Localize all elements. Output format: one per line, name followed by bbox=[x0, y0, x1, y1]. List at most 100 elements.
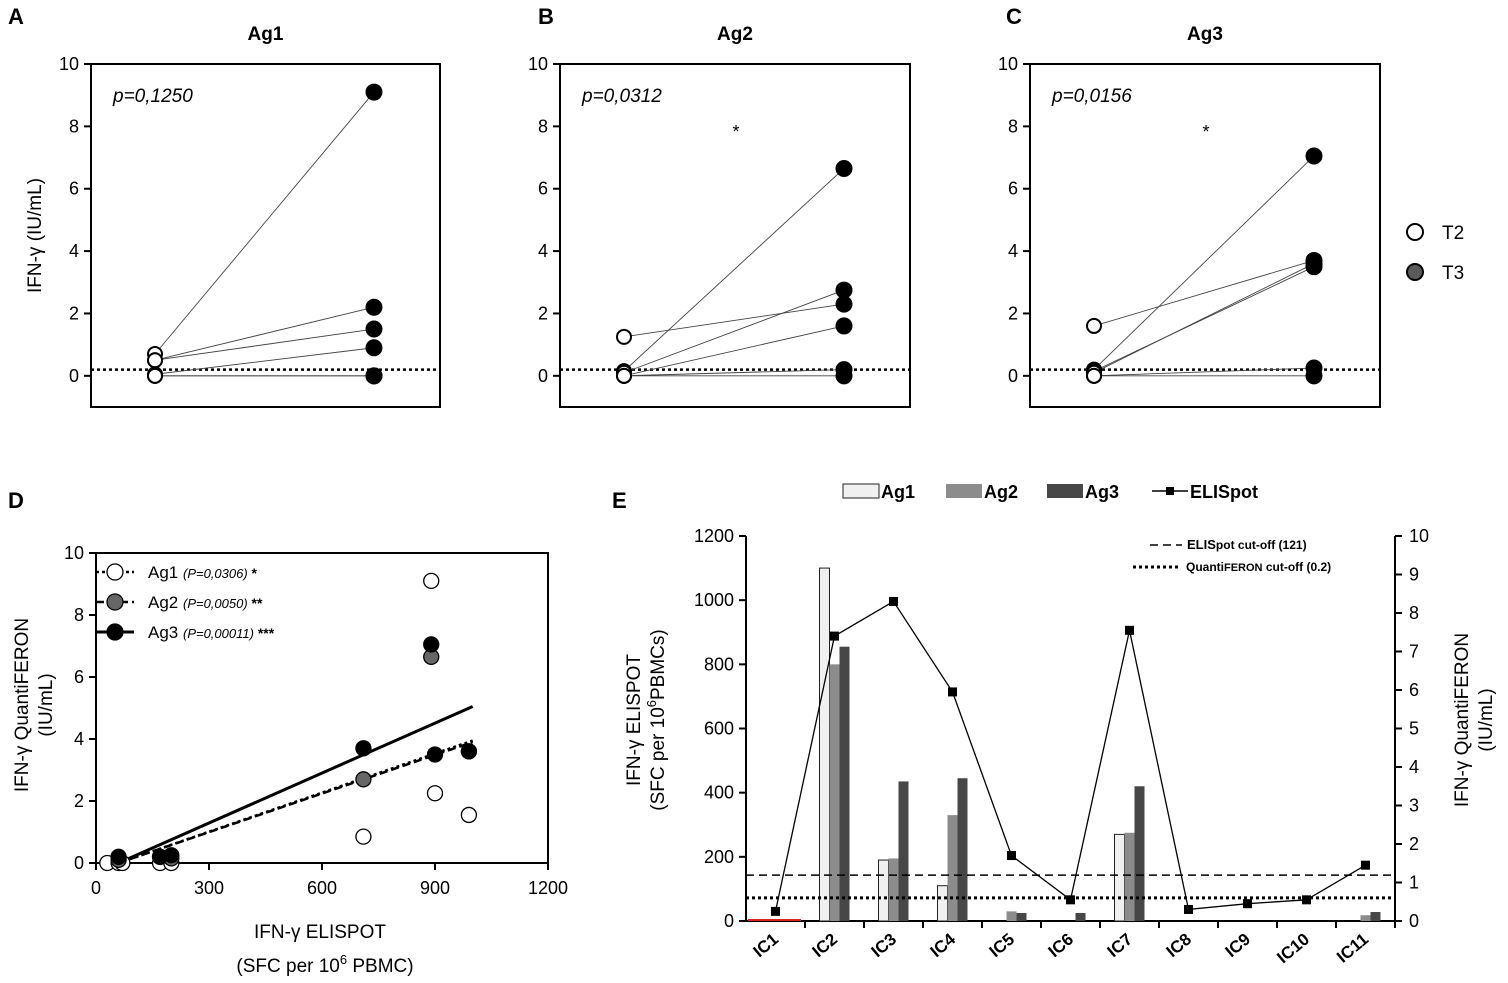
y2-tick-label: 2 bbox=[1409, 834, 1419, 854]
point-t3 bbox=[365, 339, 383, 357]
bar-ag1 bbox=[819, 567, 830, 922]
x-tick-label: IC1 bbox=[750, 930, 782, 962]
legend-elispot-marker bbox=[1166, 487, 1174, 495]
x-tick-label: IC9 bbox=[1222, 930, 1254, 962]
y-tick-label: 8 bbox=[74, 605, 84, 625]
y2-tick-label: 8 bbox=[1409, 603, 1419, 623]
x-tick-label: 300 bbox=[194, 878, 224, 898]
y2-tick-label: 1 bbox=[1409, 873, 1419, 893]
y-tick-label: 8 bbox=[538, 116, 548, 136]
x-tick-label: IC2 bbox=[809, 930, 841, 962]
x-tick-label: 1200 bbox=[528, 878, 568, 898]
pair-line bbox=[1093, 155, 1315, 370]
point-t3 bbox=[835, 159, 853, 177]
y-tick-label: 4 bbox=[69, 241, 79, 261]
elispot-point bbox=[1007, 851, 1016, 861]
y2-tick-label: 4 bbox=[1409, 757, 1419, 777]
y-tick-label: 600 bbox=[704, 719, 734, 739]
legend-t2-marker bbox=[1406, 223, 1424, 241]
legend-t2-label: T2 bbox=[1442, 223, 1464, 244]
pair-line bbox=[1093, 263, 1315, 374]
pair-line bbox=[623, 168, 845, 372]
panel-b-chart: Ag2 0 2 4 6 8 10 p=0,0312 * bbox=[528, 24, 911, 408]
plot-frame bbox=[90, 63, 441, 408]
point-ag1 bbox=[423, 572, 440, 590]
bar-ag3 bbox=[957, 778, 968, 921]
x-tick-label: IC7 bbox=[1104, 930, 1136, 962]
panel-c-chart: Ag3 0 2 4 6 8 10 p=0,0156 * bbox=[998, 24, 1381, 408]
panel-d-chart: IFN-γ QuantiFERON (IU/mL) IFN-γ ELISPOT … bbox=[12, 543, 568, 977]
y-tick-label: 2 bbox=[538, 303, 548, 323]
point-ag3 bbox=[460, 743, 478, 760]
bar-ag2 bbox=[888, 858, 899, 921]
panel-letter-e: E bbox=[612, 488, 627, 513]
y2-tick-label: 3 bbox=[1409, 796, 1419, 816]
point-t2 bbox=[616, 367, 632, 384]
x-tick-label: IC8 bbox=[1163, 930, 1195, 962]
y-tick-label: 2 bbox=[1008, 303, 1018, 323]
panel-d-xlabel: IFN-γ ELISPOT bbox=[254, 922, 386, 943]
pair-line bbox=[623, 369, 845, 377]
fit-line-ag2 bbox=[118, 740, 474, 865]
pair-line bbox=[1093, 367, 1315, 377]
elispot-point bbox=[948, 687, 957, 697]
fit-line-ag3 bbox=[117, 705, 474, 865]
pair-line bbox=[154, 306, 375, 361]
plot-frame bbox=[559, 63, 911, 408]
y-tick-label: 4 bbox=[538, 241, 548, 261]
bar-ag1 bbox=[937, 885, 948, 922]
y-tick-label: 8 bbox=[69, 116, 79, 136]
point-t3 bbox=[835, 281, 853, 299]
point-t3 bbox=[365, 320, 383, 338]
point-ag3 bbox=[163, 847, 180, 864]
elispot-line bbox=[774, 600, 1366, 912]
y2-tick-label: 9 bbox=[1409, 565, 1419, 585]
panel-e-ylabel2: (SFC per 106PBMCs) bbox=[644, 629, 669, 810]
elispot-point bbox=[1243, 899, 1252, 909]
bar-ag1 bbox=[1114, 833, 1125, 922]
point-t2 bbox=[1086, 367, 1102, 384]
y-tick-label: 10 bbox=[59, 54, 79, 74]
point-t2 bbox=[616, 328, 632, 345]
x-tick-label: 900 bbox=[420, 878, 450, 898]
plot-frame bbox=[1029, 63, 1381, 408]
panel-a-chart: Ag1 0 2 4 6 8 10 IFN-γ (IU/mL) p=0,1250 bbox=[25, 24, 441, 408]
point-ag3 bbox=[355, 740, 372, 757]
legend-t3-label: T3 bbox=[1442, 263, 1464, 284]
panel-e-y2label2: (IU/mL) bbox=[1476, 688, 1497, 751]
pair-line bbox=[623, 303, 845, 338]
x-tick-label: 600 bbox=[307, 878, 337, 898]
y2-tick-label: 0 bbox=[1409, 911, 1419, 931]
bar-ag2 bbox=[829, 664, 840, 921]
pair-line bbox=[1093, 260, 1315, 327]
pair-line bbox=[623, 325, 845, 377]
legend-label-ag3: Ag3 (P=0,00011) *** bbox=[148, 623, 275, 642]
point-t3 bbox=[365, 298, 383, 316]
legend-elispot-cutoff-label: ELISpot cut-off (121) bbox=[1187, 537, 1307, 552]
p-value-label: p=0,0156 bbox=[1051, 86, 1132, 107]
x-tick-label: IC11 bbox=[1333, 930, 1372, 967]
y-tick-label: 10 bbox=[64, 543, 84, 563]
significance-star: * bbox=[732, 122, 739, 142]
y-tick-label: 2 bbox=[74, 791, 84, 811]
point-ag3 bbox=[110, 848, 127, 865]
elispot-point bbox=[889, 596, 898, 606]
bar-ag2 bbox=[1006, 911, 1017, 921]
bar-ag3 bbox=[1370, 912, 1381, 921]
bar-ag2 bbox=[1124, 832, 1135, 921]
y2-tick-label: 10 bbox=[1409, 526, 1429, 546]
y-tick-label: 4 bbox=[74, 729, 84, 749]
y-tick-label: 1000 bbox=[694, 590, 734, 610]
legend-swatch-ag2 bbox=[946, 484, 982, 498]
y-tick-label: 0 bbox=[1008, 366, 1018, 386]
panel-title: Ag1 bbox=[248, 24, 284, 45]
point-ag1 bbox=[426, 785, 444, 802]
p-value-label: p=0,0312 bbox=[581, 86, 662, 107]
legend-swatch-ag1 bbox=[842, 483, 880, 499]
elispot-point bbox=[1066, 895, 1075, 905]
legend-label-ag3: Ag3 bbox=[1085, 482, 1119, 502]
elispot-point bbox=[1302, 895, 1311, 905]
point-t3 bbox=[365, 83, 383, 101]
point-t3 bbox=[835, 367, 853, 385]
y-tick-label: 400 bbox=[704, 783, 734, 803]
